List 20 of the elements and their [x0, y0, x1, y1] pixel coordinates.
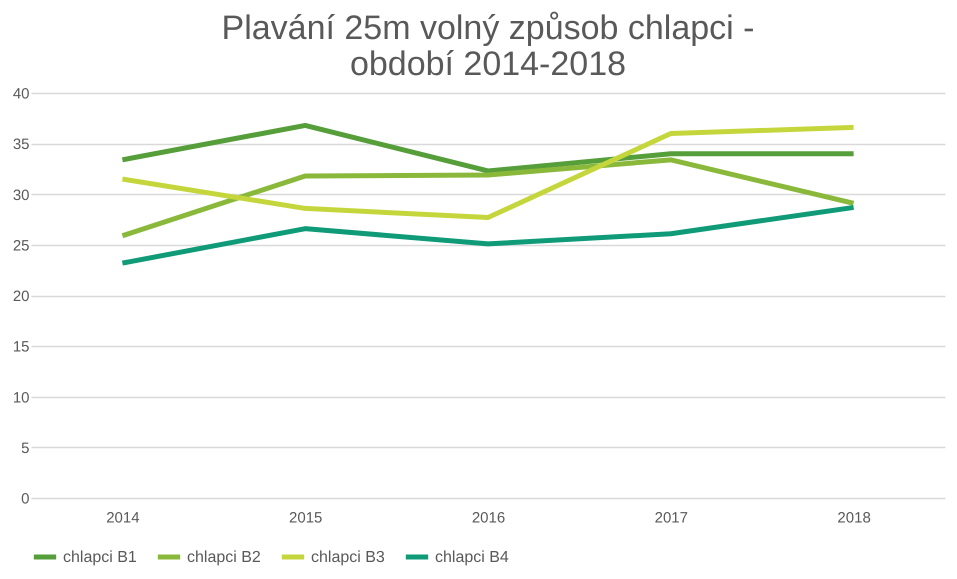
y-tick-label: 35: [12, 136, 30, 154]
text: období 2014-2018: [350, 45, 626, 83]
legend-label: chlapci B2: [187, 549, 261, 566]
x-tick-label: 2015: [289, 510, 322, 526]
x-tick-label: 2014: [106, 510, 140, 526]
x-tick-label: 2016: [472, 510, 506, 526]
legend-label: chlapci B1: [63, 549, 137, 566]
text: Plavání 25m volný způsob chlapci -: [222, 9, 754, 47]
y-tick-label: 40: [12, 86, 30, 102]
y-tick-label: 20: [12, 288, 30, 305]
legend-label: chlapci B3: [311, 549, 385, 566]
y-tick-label: 10: [12, 389, 30, 406]
x-tick-label: 2018: [837, 510, 871, 526]
x-tick-label: 2017: [654, 510, 688, 526]
y-tick-label: 5: [21, 440, 30, 457]
y-tick-label: 25: [12, 237, 30, 254]
y-tick-label: 15: [12, 338, 30, 356]
y-tick-label: 30: [12, 186, 30, 204]
legend-label: chlapci B4: [435, 549, 509, 566]
y-tick-label: 0: [21, 490, 30, 508]
